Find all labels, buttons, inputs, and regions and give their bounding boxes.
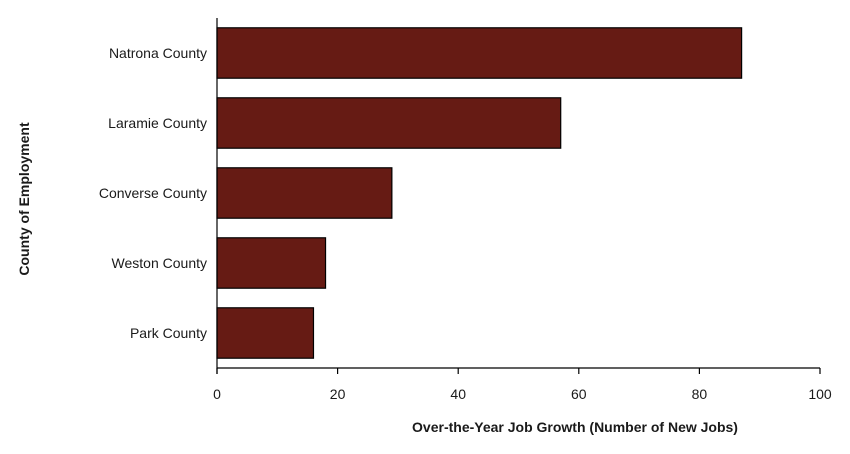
bars-group <box>216 27 743 359</box>
category-labels: Natrona County Laramie County Converse Cou… <box>99 45 207 341</box>
x-tick-label: 20 <box>330 386 346 402</box>
category-label: Park County <box>130 325 207 341</box>
x-tick-label: 60 <box>571 386 587 402</box>
category-label: Weston County <box>112 255 207 271</box>
bar-converse-county <box>216 167 393 219</box>
x-tick-label: 40 <box>450 386 466 402</box>
x-tick-label: 0 <box>213 386 221 402</box>
x-axis-title: Over-the-Year Job Growth (Number of New … <box>412 419 738 435</box>
bar-laramie-county <box>216 97 562 149</box>
category-label: Natrona County <box>109 45 207 61</box>
category-label: Converse County <box>99 185 207 201</box>
bar-natrona-county <box>216 27 743 79</box>
category-label: Laramie County <box>108 115 207 131</box>
y-axis-title: County of Employment <box>16 122 32 276</box>
bar-weston-county <box>216 237 327 289</box>
x-axis-ticks: 0 20 40 60 80 100 <box>213 368 832 402</box>
bar-park-county <box>216 307 315 359</box>
x-tick-label: 100 <box>808 386 832 402</box>
x-tick-label: 80 <box>692 386 708 402</box>
